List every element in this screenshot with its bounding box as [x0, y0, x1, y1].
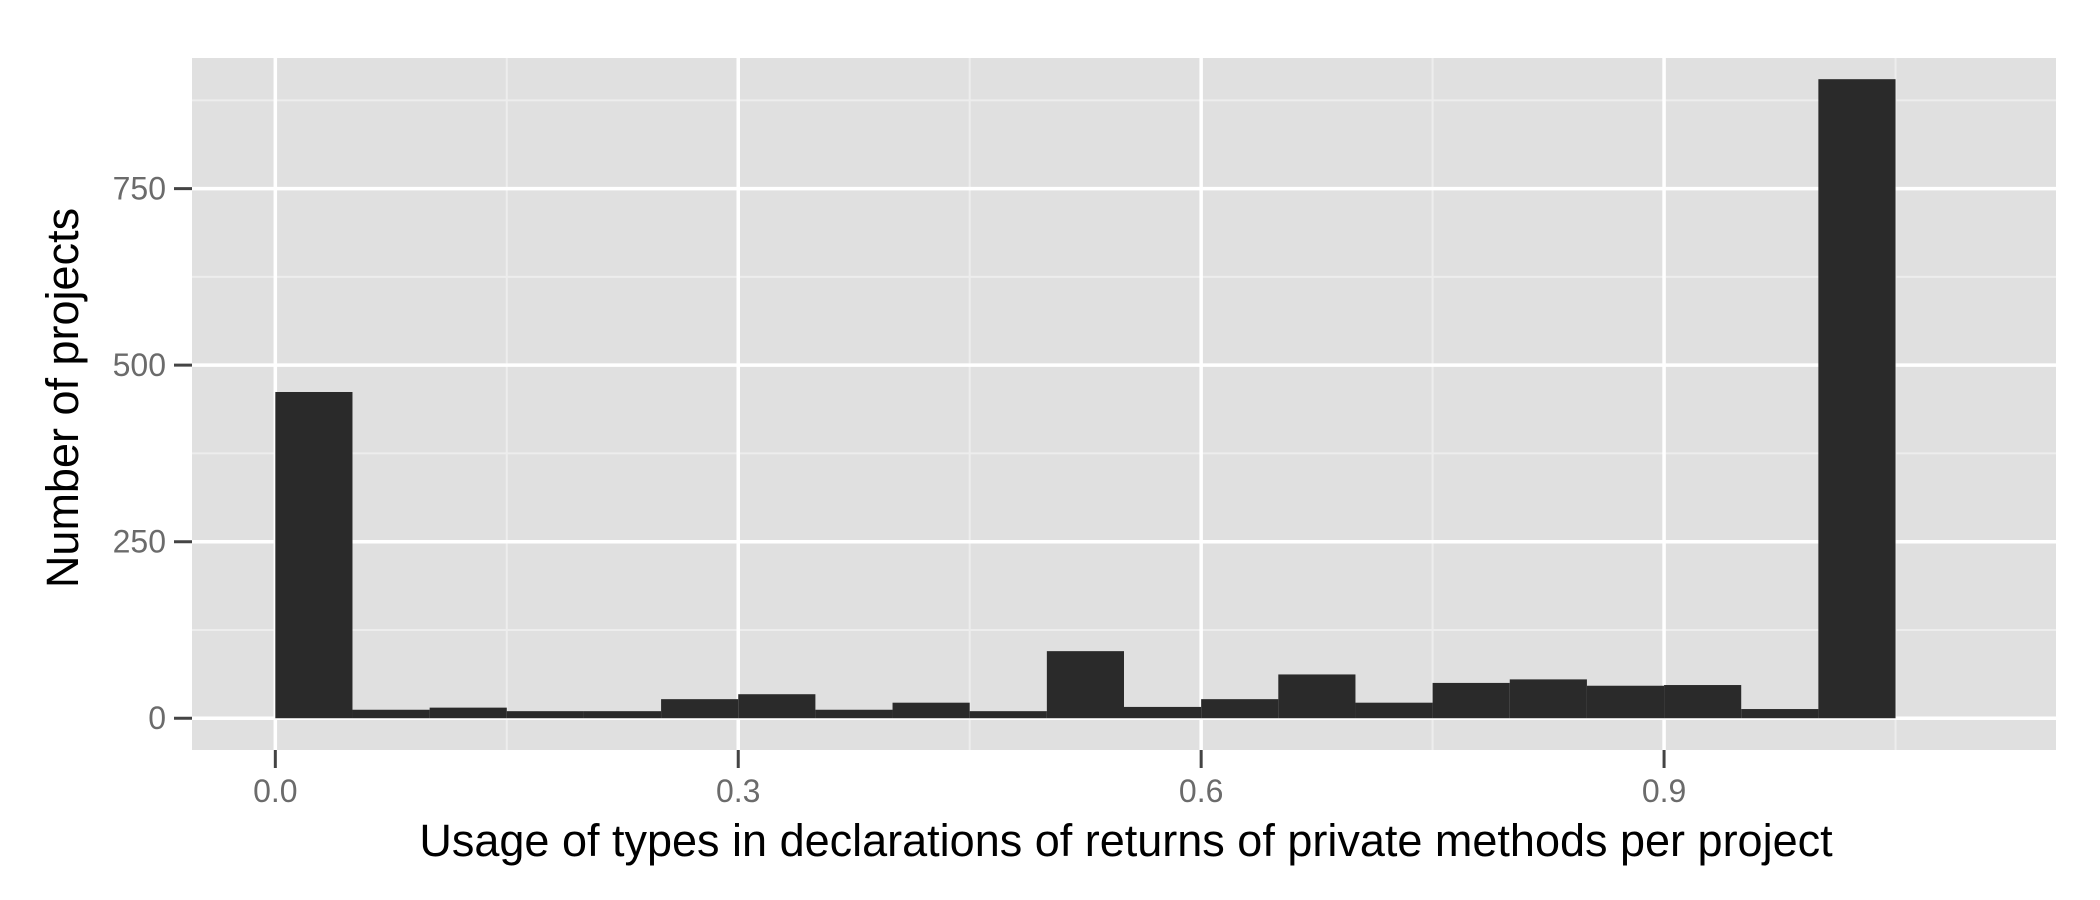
- histogram-bars: [275, 79, 1896, 719]
- x-axis-title: Usage of types in declarations of return…: [419, 815, 1833, 866]
- histogram-bar: [1818, 79, 1896, 719]
- y-axis-ticks: 0 250 500 750: [113, 171, 192, 736]
- histogram-bar: [1509, 679, 1587, 719]
- histogram-bar: [1201, 699, 1279, 719]
- histogram-bar: [738, 694, 816, 719]
- histogram-bar: [969, 711, 1047, 719]
- histogram-bar: [352, 709, 430, 719]
- histogram-bar: [1355, 702, 1433, 719]
- histogram-bar: [1664, 685, 1742, 719]
- x-tick-label: 0.3: [716, 773, 760, 809]
- histogram-bar: [1432, 682, 1510, 719]
- histogram-bar: [506, 711, 584, 719]
- histogram-bar: [1741, 709, 1819, 719]
- x-tick-label: 0.9: [1642, 773, 1686, 809]
- histogram-bar: [661, 699, 739, 719]
- plot-panel: [192, 58, 2056, 750]
- x-tick-label: 0.6: [1179, 773, 1223, 809]
- y-tick-label: 500: [113, 347, 166, 383]
- histogram-bar: [1046, 651, 1124, 719]
- histogram-bar: [275, 391, 353, 719]
- histogram-bar: [429, 707, 507, 719]
- y-axis-title: Number of projects: [37, 208, 88, 588]
- histogram-bar: [815, 709, 893, 719]
- histogram-bar: [1278, 674, 1356, 719]
- y-tick-label: 750: [113, 171, 166, 207]
- y-tick-label: 250: [113, 524, 166, 560]
- x-tick-label: 0.0: [253, 773, 297, 809]
- y-tick-label: 0: [148, 700, 166, 736]
- histogram-bar: [892, 702, 970, 719]
- minor-gridlines: [192, 58, 2056, 750]
- histogram-bar: [1124, 706, 1202, 719]
- x-axis-ticks: 0.0 0.3 0.6 0.9: [253, 750, 1686, 809]
- histogram-bar: [583, 711, 662, 719]
- histogram-bar: [1586, 685, 1665, 719]
